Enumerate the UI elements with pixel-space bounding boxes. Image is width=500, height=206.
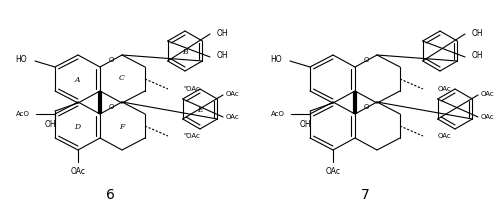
- Text: 6: 6: [106, 187, 114, 201]
- Text: OH: OH: [44, 120, 56, 129]
- Text: AcO: AcO: [271, 110, 285, 116]
- Text: F: F: [120, 122, 124, 130]
- Text: OAc: OAc: [481, 91, 495, 97]
- Text: "OAc: "OAc: [183, 132, 200, 138]
- Text: "OAc: "OAc: [183, 85, 200, 91]
- Text: O: O: [108, 103, 114, 109]
- Text: OAc: OAc: [438, 85, 452, 91]
- Text: C: C: [119, 74, 125, 82]
- Text: OH: OH: [217, 51, 228, 60]
- Text: O: O: [364, 103, 368, 109]
- Text: O: O: [364, 57, 368, 63]
- Text: OAc: OAc: [438, 132, 452, 138]
- Text: 7: 7: [360, 187, 370, 201]
- Text: OAc: OAc: [70, 167, 86, 176]
- Text: B: B: [182, 48, 188, 56]
- Text: OAc: OAc: [481, 114, 495, 119]
- Text: OH: OH: [217, 28, 228, 37]
- Text: OAc: OAc: [226, 91, 240, 97]
- Text: OH: OH: [472, 51, 484, 60]
- Text: AcO: AcO: [16, 110, 30, 116]
- Text: E: E: [197, 105, 203, 114]
- Text: O: O: [108, 57, 114, 63]
- Text: HO: HO: [270, 55, 282, 64]
- Text: OH: OH: [472, 28, 484, 37]
- Text: OAc: OAc: [326, 167, 340, 176]
- Text: HO: HO: [16, 55, 27, 64]
- Text: OH: OH: [299, 120, 311, 129]
- Text: OAc: OAc: [226, 114, 240, 119]
- Text: D: D: [74, 122, 80, 130]
- Text: A: A: [74, 76, 80, 84]
